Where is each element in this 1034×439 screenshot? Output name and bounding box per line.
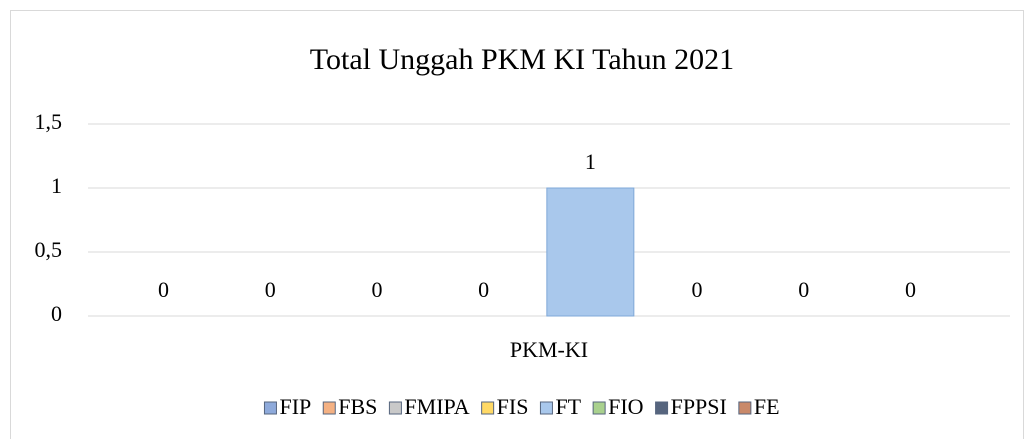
data-label: 0 xyxy=(158,277,169,302)
legend-swatch xyxy=(481,401,495,415)
chart-title: Total Unggah PKM KI Tahun 2021 xyxy=(310,43,734,76)
y-tick-label: 0 xyxy=(51,301,62,326)
data-label: 0 xyxy=(478,277,489,302)
legend-swatch xyxy=(655,401,669,415)
data-label: 0 xyxy=(905,277,916,302)
data-label: 0 xyxy=(371,277,382,302)
x-tick-label: PKM-KI xyxy=(510,337,588,362)
legend-label: FIS xyxy=(497,394,529,419)
y-tick-label: 1 xyxy=(51,173,62,198)
y-tick-label: 0,5 xyxy=(35,237,63,262)
legend-swatch xyxy=(592,401,606,415)
legend-swatch xyxy=(539,401,553,415)
legend-swatch xyxy=(388,401,402,415)
legend-swatch xyxy=(263,401,277,415)
legend-label: FIO xyxy=(608,394,643,419)
legend-label: FPPSI xyxy=(671,394,727,419)
data-label: 0 xyxy=(692,277,703,302)
legend-swatch xyxy=(738,401,752,415)
chart-border xyxy=(10,10,1024,439)
data-label: 0 xyxy=(265,277,276,302)
legend-label: FIP xyxy=(279,394,311,419)
y-tick-label: 1,5 xyxy=(35,109,63,134)
legend-label: FE xyxy=(754,394,780,419)
bar xyxy=(546,187,635,317)
legend-swatch xyxy=(322,401,336,415)
data-label: 0 xyxy=(798,277,809,302)
legend-label: FT xyxy=(555,394,581,419)
legend-label: FBS xyxy=(338,394,377,419)
data-label: 1 xyxy=(585,149,596,174)
legend-label: FMIPA xyxy=(404,394,469,419)
legend: FIP FBS FMIPA FIS FT FIO FPPSI FE xyxy=(263,394,780,419)
